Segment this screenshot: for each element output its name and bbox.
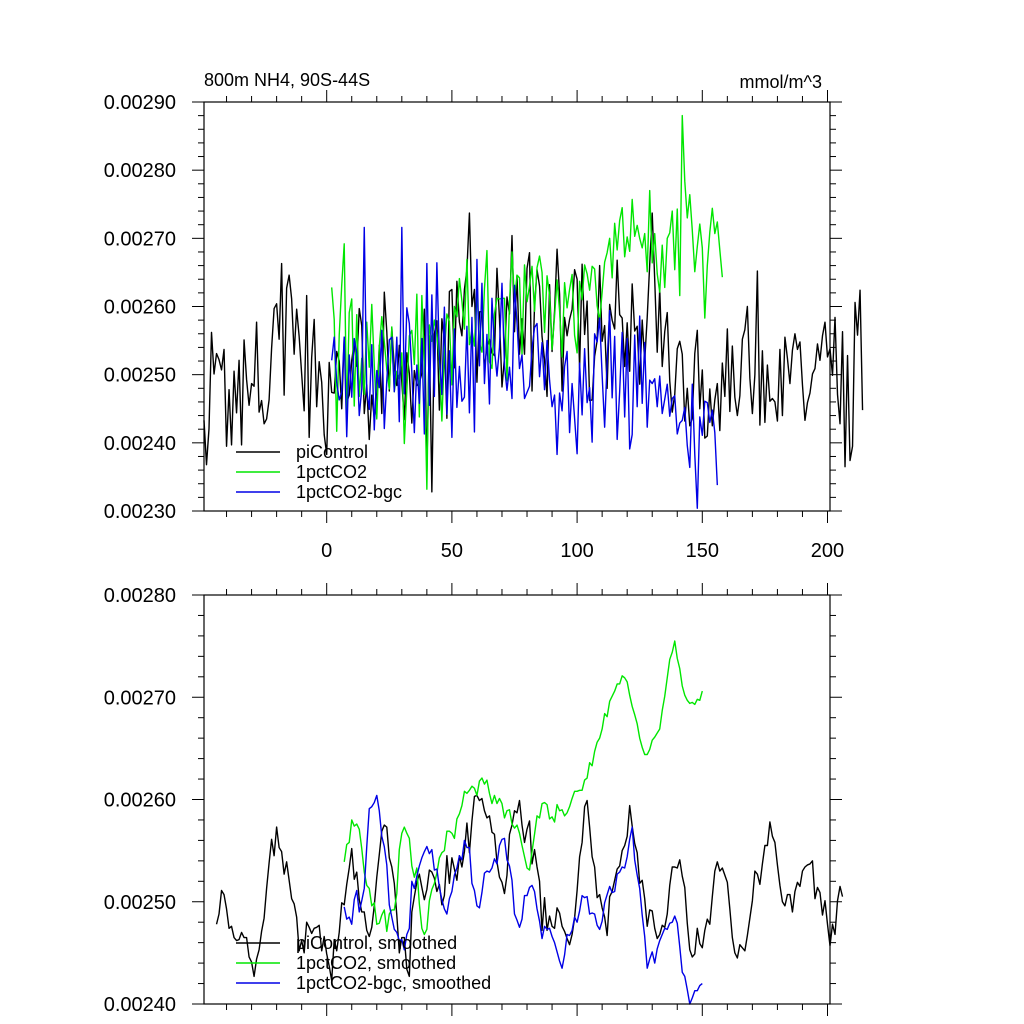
top-x-tick-label: 100	[560, 540, 593, 562]
bottom-series-group	[215, 640, 844, 1005]
top-y-tick-label: 0.00280	[104, 160, 176, 182]
bottom-y-tick-labels: 0.00240 0.00250 0.00260 0.00270 0.00280	[104, 585, 176, 1016]
bottom-panel: 0.00240 0.00250 0.00260 0.00270 0.00280 piCo…	[104, 583, 844, 1016]
top-axis-ticks	[192, 90, 842, 523]
bot-legend-label-2: 1pctCO2-bgc, smoothed	[296, 973, 491, 993]
top-x-tick-label: 50	[441, 540, 463, 562]
top-y-tick-label: 0.00260	[104, 297, 176, 319]
bot-y-tick-label: 0.00280	[104, 585, 176, 607]
top-x-tick-label: 200	[811, 540, 844, 562]
bot-series-line-1	[343, 640, 703, 936]
top-x-tick-label: 150	[686, 540, 719, 562]
top-y-tick-label: 0.00290	[104, 92, 176, 114]
top-x-tick-labels: 0 50 100 150 200	[321, 540, 844, 562]
bot-series-line-0	[215, 794, 844, 982]
top-legend-label-2: 1pctCO2-bgc	[296, 482, 402, 502]
top-series-line-2	[331, 226, 719, 509]
bot-y-tick-label: 0.00260	[104, 790, 176, 812]
top-y-tick-label: 0.00240	[104, 433, 176, 455]
top-y-tick-label: 0.00270	[104, 228, 176, 250]
top-legend-label-1: 1pctCO2	[296, 462, 367, 482]
top-panel-title: 800m NH4, 90S-44S	[204, 70, 370, 90]
bot-y-tick-label: 0.00250	[104, 892, 176, 914]
top-legend-label-0: piControl	[296, 442, 368, 462]
top-y-tick-label: 0.00230	[104, 501, 176, 523]
top-x-tick-label: 0	[321, 540, 332, 562]
top-series-line-0	[203, 212, 864, 493]
bot-legend-label-1: 1pctCO2, smoothed	[296, 953, 456, 973]
top-y-tick-label: 0.00250	[104, 365, 176, 387]
bottom-axis-ticks	[192, 583, 842, 1016]
bot-y-tick-label: 0.00240	[104, 994, 176, 1016]
top-panel-units: mmol/m^3	[740, 72, 822, 92]
bot-legend-label-0: piControl, smoothed	[296, 933, 457, 953]
top-panel: 800m NH4, 90S-44S mmol/m^3 0.00230 0.0024…	[104, 70, 864, 562]
bot-y-tick-label: 0.00270	[104, 687, 176, 709]
bot-series-line-2	[343, 794, 703, 1005]
top-series-line-1	[331, 114, 724, 490]
top-series-group	[203, 114, 864, 509]
top-y-tick-labels: 0.00230 0.00240 0.00250 0.00260 0.00270 0.002…	[104, 92, 176, 523]
